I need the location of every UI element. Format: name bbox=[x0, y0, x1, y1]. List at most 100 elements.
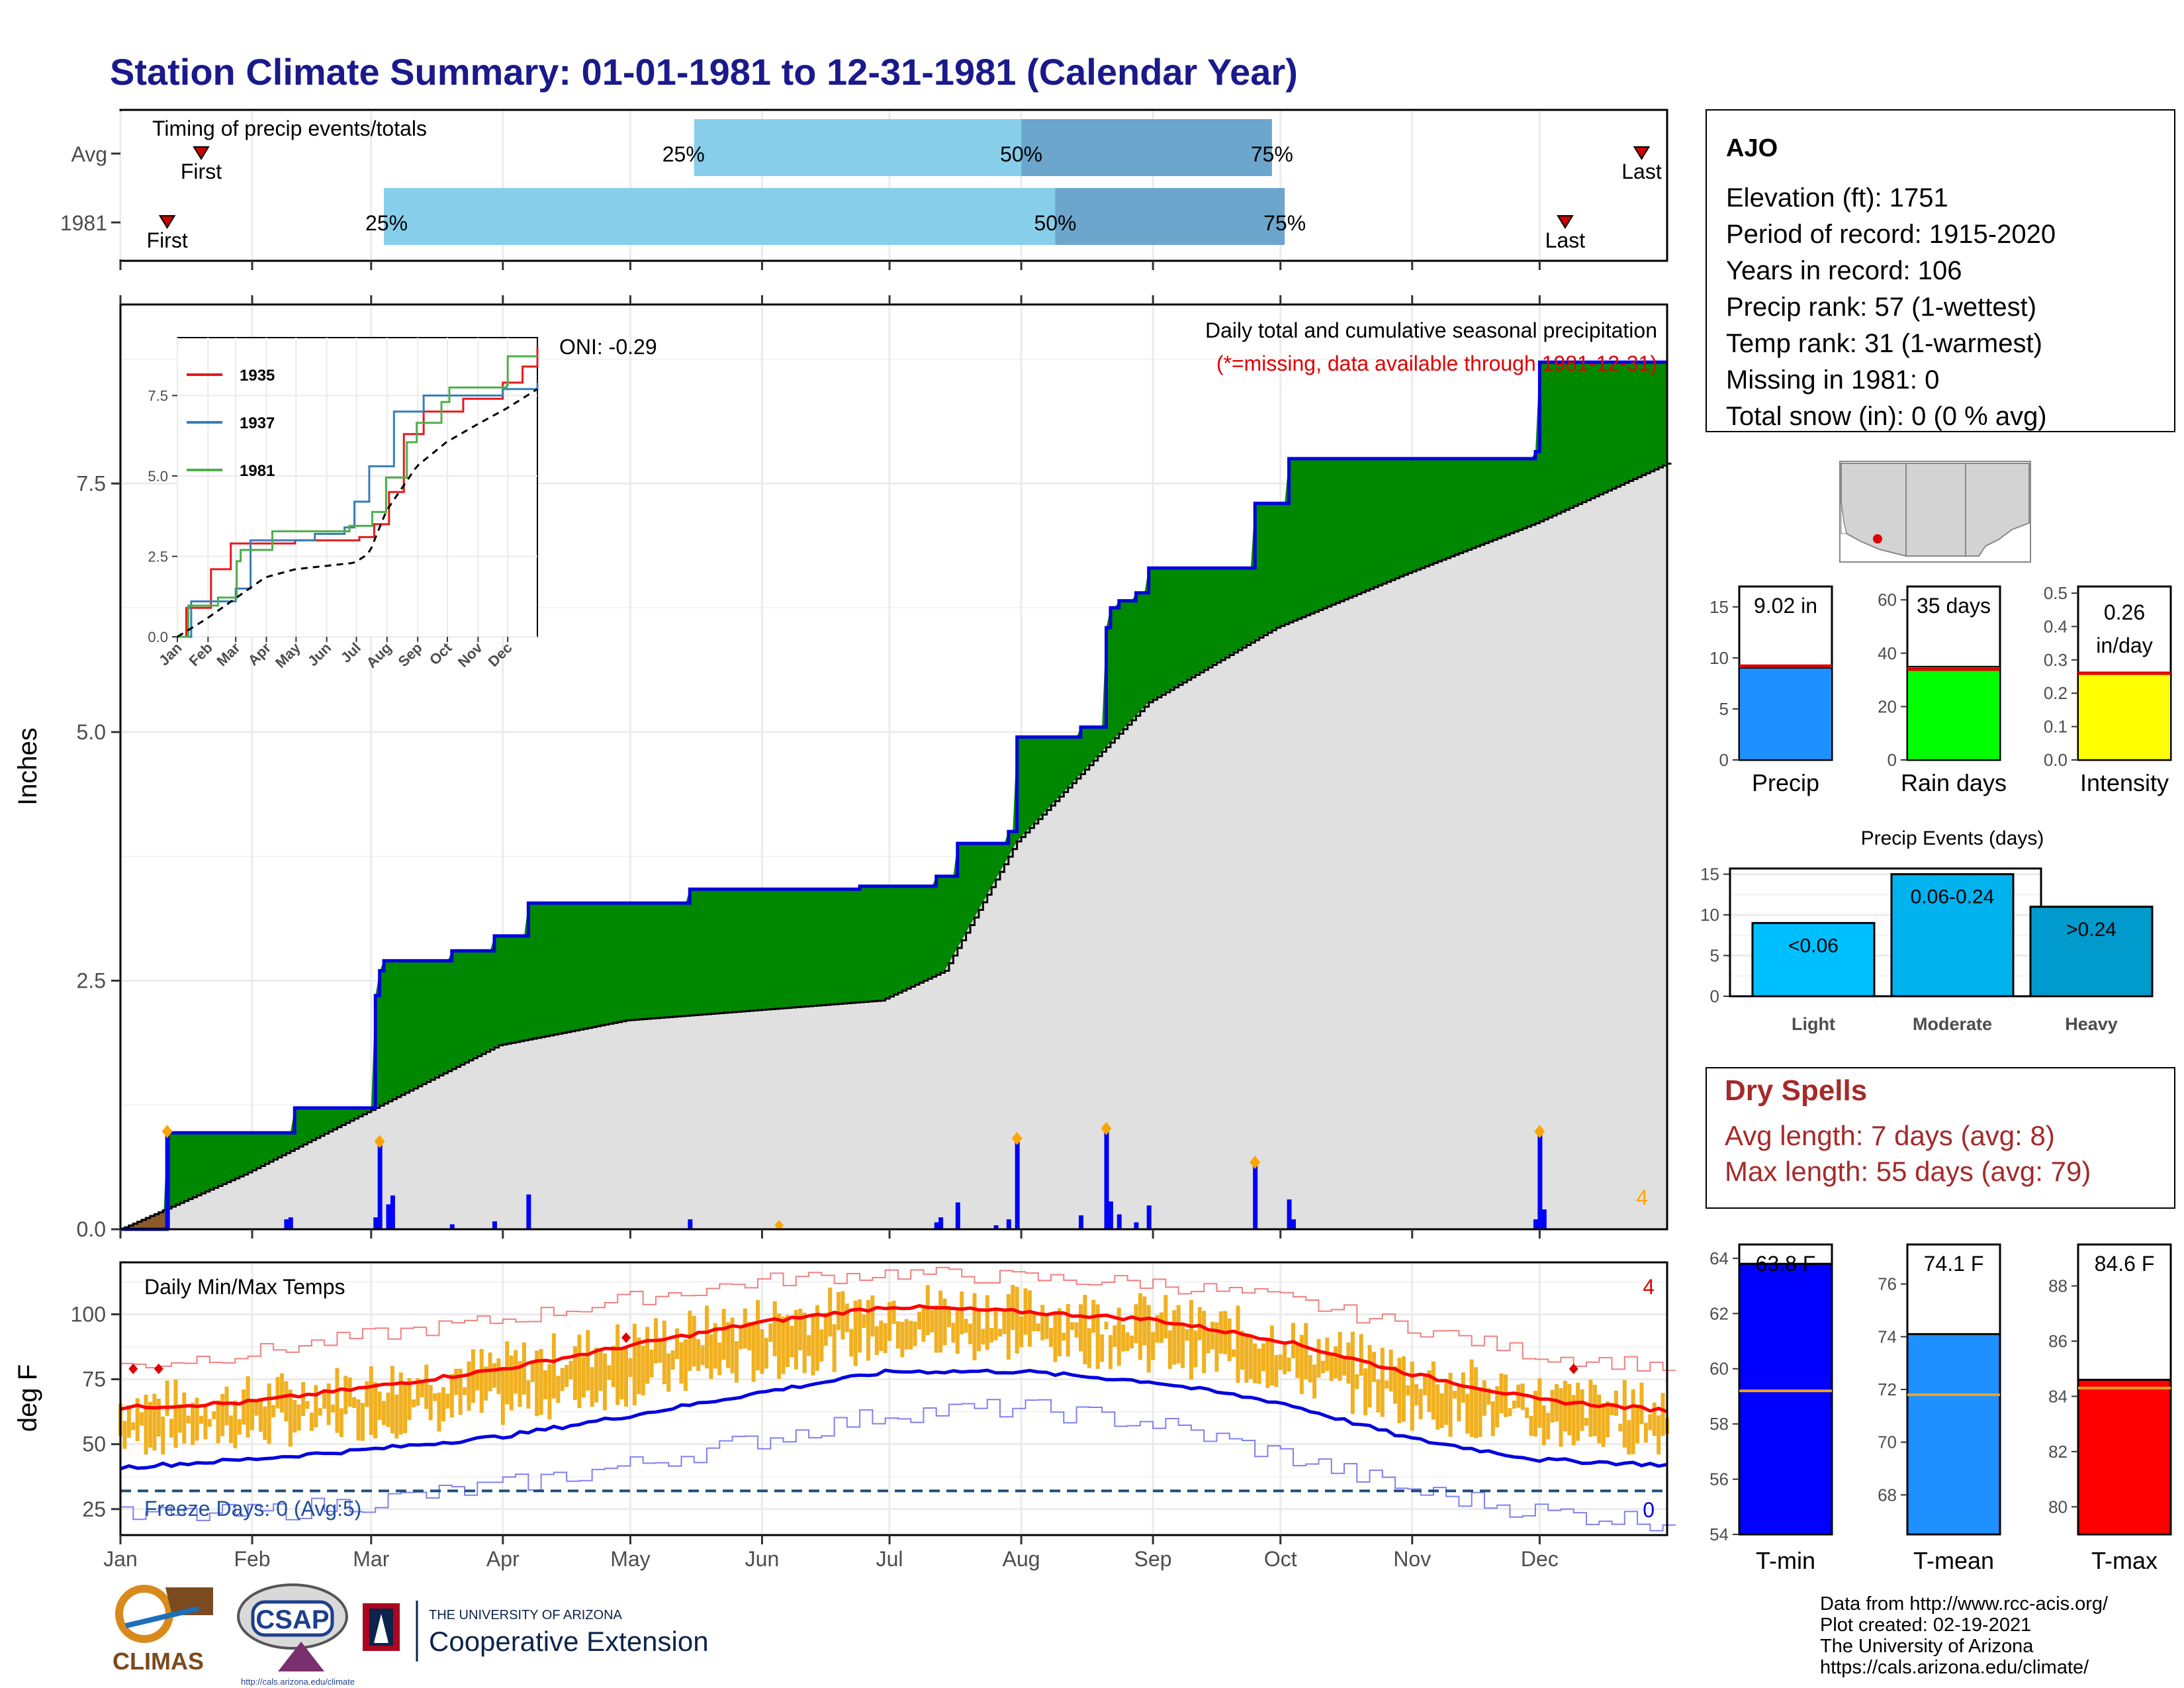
extreme-event-marker bbox=[374, 1135, 385, 1149]
daily-precip-bar bbox=[1116, 1214, 1122, 1229]
y-tick-label: 82 bbox=[2048, 1442, 2068, 1462]
month-tick-label: Oct bbox=[1264, 1547, 1297, 1571]
first-marker bbox=[193, 146, 210, 160]
daily-precip-bar bbox=[165, 1133, 170, 1229]
figure-title: Station Climate Summary: 01-01-1981 to 1… bbox=[110, 51, 1298, 93]
y-tick-label: 5.0 bbox=[77, 720, 106, 744]
cumulative-1981-line bbox=[120, 360, 1667, 1231]
locator-map bbox=[1839, 461, 2031, 563]
month-tick-label: Jan bbox=[103, 1547, 138, 1571]
precip-events-title: Precip Events (days) bbox=[1861, 827, 2044, 849]
daily-precip-bar bbox=[492, 1221, 497, 1229]
inset-legend-label: 1981 bbox=[240, 462, 275, 480]
daily-precip-bar bbox=[526, 1194, 531, 1229]
y-tick-label: 10 bbox=[1709, 648, 1729, 668]
station-line: Temp rank: 31 (1-warmest) bbox=[1726, 329, 2042, 358]
timing-q50-label: 50% bbox=[1000, 142, 1042, 166]
y-tick-label: 0.0 bbox=[2044, 750, 2068, 770]
y-tick-label: 0 bbox=[1710, 986, 1719, 1006]
y-tick-label: 76 bbox=[1878, 1274, 1897, 1294]
precip-events-chart: Precip Events (days) 0 5 10 15 <0.06 Light 0.06… bbox=[1700, 827, 2154, 1034]
daily-precip-bar bbox=[449, 1224, 455, 1229]
daily-precip-bar bbox=[386, 1204, 391, 1229]
inset-y-tick-label: 5.0 bbox=[148, 468, 168, 485]
inset-legend-label: 1935 bbox=[240, 367, 275, 385]
daily-precip-bar bbox=[1006, 1219, 1011, 1229]
precip-event-category: Heavy bbox=[2065, 1014, 2118, 1034]
first-label: First bbox=[147, 228, 188, 252]
y-tick-label: 0.2 bbox=[2044, 683, 2068, 703]
daily-precip-bar bbox=[688, 1219, 693, 1229]
daily-precip-bar bbox=[288, 1217, 293, 1229]
timing-panel: Avg 25% 50% 75% First Last 1981 25% 50% 75% First L… bbox=[60, 109, 1668, 262]
climas-logo-text: CLIMAS bbox=[113, 1648, 204, 1675]
precip-event-label: 0.06-0.24 bbox=[1911, 886, 1995, 908]
y-tick-label: 68 bbox=[1878, 1485, 1897, 1505]
timing-bar-25-50 bbox=[384, 188, 1056, 245]
last-marker bbox=[1557, 215, 1574, 229]
y-tick-label: 5 bbox=[1719, 699, 1729, 719]
daily-precip-bar bbox=[1078, 1215, 1083, 1229]
precip-panel: 0.0 2.5 5.0 7.5 Inches Daily total and cumu… bbox=[13, 303, 1672, 1241]
month-tick-label: Mar bbox=[353, 1547, 389, 1571]
daily-precip-bar bbox=[1104, 1129, 1109, 1229]
summary-bars: 0 5 10 15 9.02 in Precip 0 20 40 60 35 days Rain da… bbox=[1709, 583, 2172, 796]
daily-precip-bar bbox=[1146, 1205, 1152, 1229]
y-tick-label: 50 bbox=[82, 1432, 106, 1456]
daily-precip-bar bbox=[955, 1202, 960, 1229]
station-line: Precip rank: 57 (1-wettest) bbox=[1726, 293, 2036, 322]
y-tick-label: 25 bbox=[82, 1497, 106, 1521]
timing-bar-50-75 bbox=[1055, 188, 1285, 245]
temp-bar bbox=[1906, 1333, 2001, 1536]
y-tick-label: 0.3 bbox=[2044, 650, 2068, 670]
freeze-days: Freeze Days: 0 (Avg:5) bbox=[144, 1497, 361, 1521]
ua-logo: THE UNIVERSITY OF ARIZONA Cooperative Ex… bbox=[363, 1601, 709, 1662]
y-tick-label: 58 bbox=[1709, 1414, 1729, 1434]
month-tick-label: Jun bbox=[745, 1547, 780, 1571]
csap-logo: CSAP http://cals.arizona.edu/climate bbox=[237, 1583, 355, 1687]
record-max-line bbox=[120, 1266, 1676, 1372]
dry-spells-title: Dry Spells bbox=[1725, 1074, 1867, 1107]
temp-ylabel: deg F bbox=[13, 1364, 42, 1432]
station-line: Total snow (in): 0 (0 % avg) bbox=[1726, 402, 2047, 431]
footer-line: Plot created: 02-19-2021 bbox=[1820, 1615, 2031, 1636]
y-tick-label: 10 bbox=[1700, 905, 1719, 925]
footer-line: Data from http://www.rcc-acis.org/ bbox=[1820, 1593, 2109, 1615]
summary-bar bbox=[1907, 665, 2001, 761]
footer-line: https://cals.arizona.edu/climate/ bbox=[1820, 1657, 2089, 1678]
y-tick-label: 64 bbox=[1709, 1248, 1729, 1268]
inset-average-line bbox=[177, 388, 538, 638]
temp-bar-title: T-mean bbox=[1913, 1547, 1994, 1574]
record-high-marker bbox=[1569, 1363, 1578, 1374]
daily-precip-bar bbox=[1537, 1133, 1543, 1229]
temp-bar-title: T-max bbox=[2091, 1547, 2158, 1574]
timing-heading: Timing of precip events/totals bbox=[152, 117, 427, 140]
timing-bar-25-50 bbox=[694, 119, 1022, 176]
station-line: Period of record: 1915-2020 bbox=[1726, 220, 2056, 249]
daily-precip-bar bbox=[934, 1222, 939, 1229]
y-tick-label: 2.5 bbox=[77, 968, 106, 992]
daily-precip-bar bbox=[284, 1219, 289, 1229]
csap-url: http://cals.arizona.edu/climate bbox=[241, 1677, 355, 1687]
timing-bar-50-75 bbox=[1021, 119, 1272, 176]
y-tick-label: 86 bbox=[2048, 1331, 2068, 1351]
average-cumulative-line bbox=[120, 462, 1672, 1231]
summary-bar bbox=[1739, 667, 1833, 761]
precip-heading: Daily total and cumulative seasonal prec… bbox=[1205, 318, 1657, 342]
above-average-fill bbox=[120, 362, 1667, 1229]
y-tick-label: 60 bbox=[1709, 1359, 1729, 1379]
last-label: Last bbox=[1621, 160, 1662, 183]
summary-bar-title: Rain days bbox=[1901, 769, 2007, 796]
extreme-event-marker bbox=[161, 1125, 173, 1139]
summary-bar-value: 35 days bbox=[1917, 594, 1991, 618]
timing-q50-label: 50% bbox=[1034, 211, 1076, 235]
y-tick-label: 54 bbox=[1709, 1524, 1729, 1544]
y-tick-label: 0.1 bbox=[2044, 717, 2068, 737]
daily-precip-bar bbox=[373, 1217, 379, 1229]
month-tick-label: Nov bbox=[1393, 1547, 1431, 1571]
precip-event-label: >0.24 bbox=[2066, 919, 2116, 941]
y-tick-label: 7.5 bbox=[77, 471, 106, 495]
month-tick-label: Dec bbox=[1521, 1547, 1559, 1571]
y-tick-label: 40 bbox=[1878, 643, 1897, 663]
dry-spells-avg: Avg length: 7 days (avg: 8) bbox=[1725, 1120, 2055, 1151]
